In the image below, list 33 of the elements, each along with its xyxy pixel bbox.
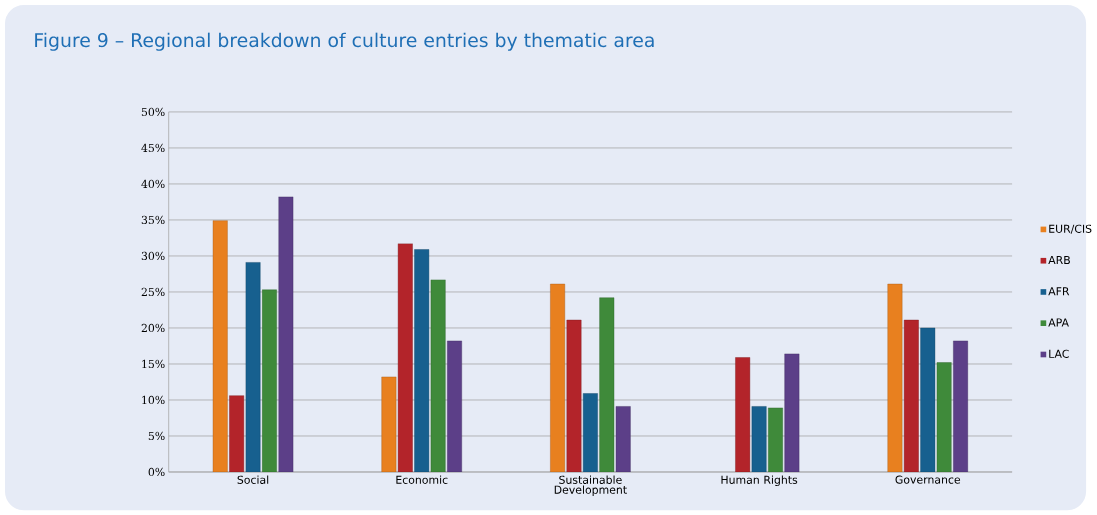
bar bbox=[245, 262, 261, 472]
bar bbox=[566, 319, 582, 472]
x-tick-label: Economic bbox=[396, 475, 448, 484]
x-tick-label: Social bbox=[237, 475, 269, 484]
bar bbox=[430, 279, 446, 472]
x-tick-label: Human Rights bbox=[721, 475, 798, 486]
y-tick-label: 15% bbox=[142, 359, 165, 368]
legend-label: EUR/CIS bbox=[1049, 224, 1092, 234]
y-tick-label: 30% bbox=[141, 251, 165, 260]
y-tick-label: 45% bbox=[141, 143, 165, 152]
x-tick-label: Governance bbox=[895, 475, 961, 484]
bar bbox=[936, 362, 952, 472]
bar bbox=[599, 297, 615, 472]
bar bbox=[397, 243, 413, 472]
legend-label: ARB bbox=[1048, 255, 1070, 264]
y-tick-label: 50% bbox=[141, 107, 165, 116]
bar bbox=[414, 249, 430, 472]
legend-label: AFR bbox=[1048, 287, 1070, 296]
bar bbox=[887, 283, 903, 472]
bar bbox=[212, 220, 228, 472]
y-tick-label: 0% bbox=[148, 467, 165, 477]
y-tick-label: 20% bbox=[141, 323, 165, 332]
legend-label: LAC bbox=[1049, 349, 1069, 358]
y-tick-label: 5% bbox=[148, 431, 165, 441]
y-tick-label: 35% bbox=[141, 215, 165, 224]
bar bbox=[262, 289, 277, 472]
y-tick-label: 25% bbox=[141, 287, 165, 296]
bar bbox=[768, 407, 783, 472]
chart-title: Figure 9 – Regional breakdown of culture entries by thematic area bbox=[35, 32, 654, 51]
y-tick-label: 10% bbox=[142, 395, 165, 404]
x-tick-label: Sustainable Development bbox=[554, 475, 627, 496]
y-tick-label: 40% bbox=[141, 179, 165, 188]
legend-label: APA bbox=[1048, 318, 1069, 327]
